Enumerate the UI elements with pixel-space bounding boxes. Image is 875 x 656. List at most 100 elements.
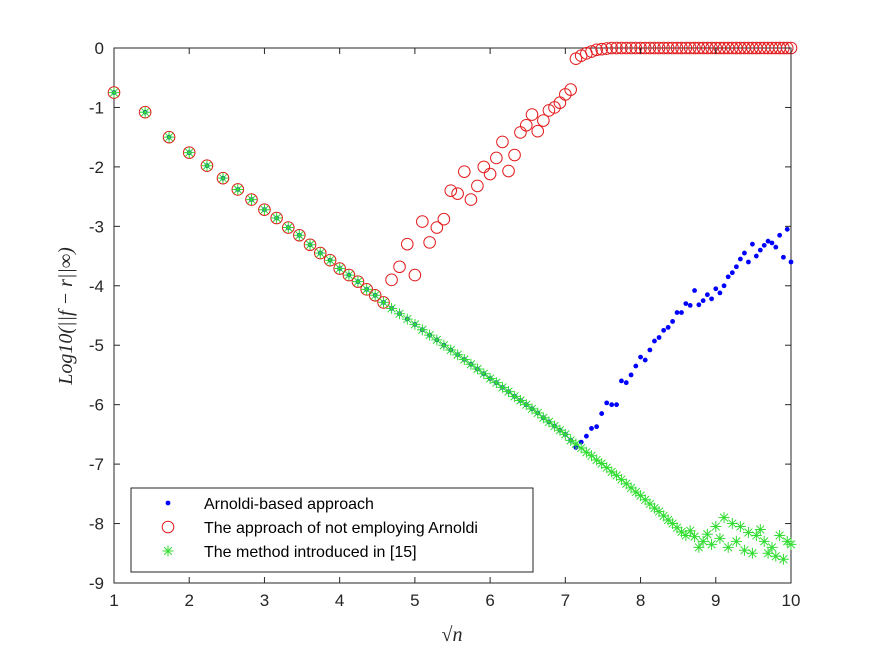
data-point [696, 41, 710, 55]
data-point [687, 302, 693, 308]
data-point [163, 131, 175, 143]
data-point [665, 324, 671, 330]
data-point [774, 529, 786, 541]
data-point [680, 529, 692, 541]
data-point [570, 438, 582, 450]
data-point [107, 86, 121, 99]
x-tick-label: 6 [485, 591, 494, 610]
data-point [684, 525, 696, 537]
data-point [334, 263, 346, 275]
y-tick-label: 0 [95, 39, 104, 58]
data-point [369, 289, 381, 301]
x-tick-label: 5 [410, 591, 419, 610]
data-point [578, 439, 584, 445]
data-point [661, 41, 675, 55]
data-point [738, 544, 750, 556]
data-point [614, 402, 619, 408]
x-tick-label: 9 [711, 591, 720, 610]
data-point [762, 547, 774, 559]
data-point [526, 403, 538, 415]
data-point [324, 254, 336, 266]
data-point [638, 354, 643, 360]
y-tick-label: -4 [89, 277, 104, 296]
data-point [416, 324, 428, 336]
data-point [361, 283, 373, 295]
data-point [484, 373, 496, 385]
data-point [606, 466, 618, 478]
data-point [619, 41, 633, 55]
data-point [281, 221, 295, 234]
data-point [726, 41, 739, 55]
data-point [713, 286, 719, 292]
data-point [615, 474, 627, 486]
data-point [667, 518, 679, 530]
data-point [648, 502, 660, 514]
data-point [717, 41, 731, 55]
data-point [393, 260, 406, 274]
data-point [217, 172, 229, 184]
data-point [746, 547, 758, 559]
x-tick-label: 10 [782, 591, 801, 610]
data-point [271, 212, 283, 224]
data-point [721, 41, 735, 55]
data-point [706, 538, 718, 550]
data-point [633, 363, 639, 369]
data-point [697, 535, 709, 547]
data-point [514, 395, 526, 407]
data-point [293, 229, 305, 241]
data-point [595, 42, 608, 56]
data-point [652, 41, 666, 55]
data-point [624, 41, 638, 55]
data-point [701, 528, 713, 540]
data-point [705, 41, 718, 55]
data-point [704, 292, 710, 298]
legend: Arnoldi-based approach The approach of n… [130, 487, 534, 573]
data-point [342, 268, 356, 282]
data-point [590, 43, 603, 57]
data-point [565, 434, 577, 446]
y-axis-label: Log10(||f − r||∞) [55, 247, 77, 386]
data-point [416, 215, 429, 228]
data-point [750, 241, 755, 247]
data-point [108, 87, 120, 99]
data-point [537, 114, 550, 127]
data-point [258, 204, 270, 216]
data-point [701, 41, 714, 55]
x-tick-label: 4 [335, 591, 344, 610]
data-point [201, 160, 213, 172]
data-point [368, 288, 382, 302]
data-point [465, 358, 477, 370]
data-point [438, 339, 450, 351]
data-point [589, 426, 594, 431]
data-point [710, 521, 722, 533]
data-point [458, 165, 471, 178]
data-point [386, 302, 398, 314]
data-point [431, 334, 443, 346]
data-point [781, 535, 793, 547]
data-point [508, 148, 521, 162]
data-point [586, 450, 598, 462]
data-point [333, 262, 346, 275]
data-point [293, 228, 306, 242]
data-point [658, 510, 670, 522]
data-point [722, 541, 734, 553]
data-point [671, 522, 683, 534]
data-point [635, 490, 647, 502]
data-point [709, 296, 714, 302]
data-point [721, 283, 727, 289]
data-point [401, 313, 413, 325]
data-point [477, 160, 491, 174]
data-point [580, 446, 592, 458]
data-point [629, 41, 643, 55]
data-point [625, 482, 637, 494]
data-point [679, 41, 693, 55]
data-point [270, 211, 283, 225]
y-tick-label: -3 [89, 217, 104, 236]
data-point [604, 400, 610, 406]
y-tick-label: -9 [89, 574, 104, 593]
data-point [683, 301, 689, 307]
data-point [788, 259, 794, 265]
data-point [437, 212, 451, 226]
data-point [750, 529, 762, 541]
